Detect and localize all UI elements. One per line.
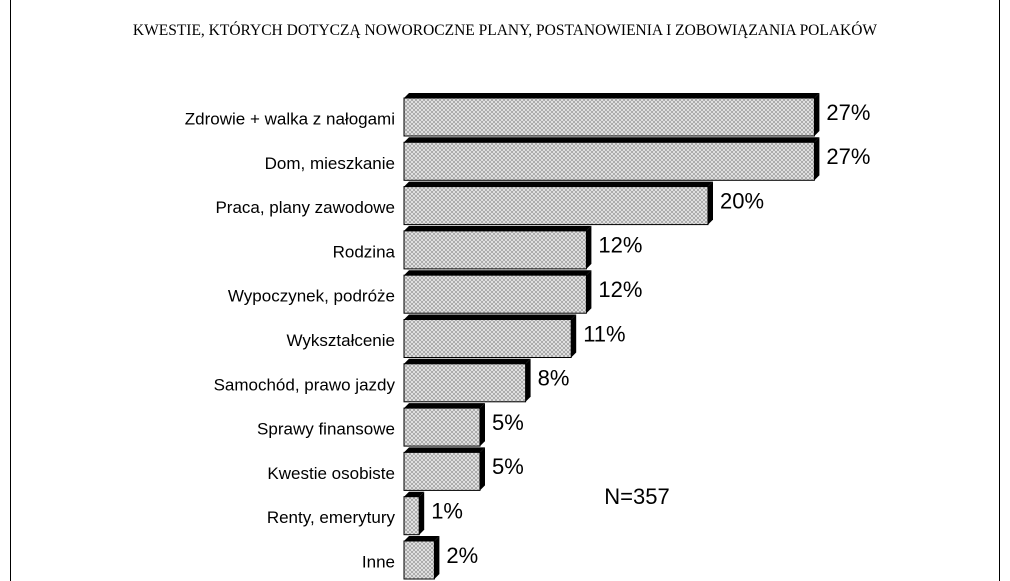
bar [403,451,481,491]
bar-top [404,491,425,497]
bar-top [404,181,713,187]
category-label: Rodzina [333,242,396,261]
bar [403,186,709,226]
bar [403,274,587,314]
bar [403,230,587,270]
value-label: 27% [826,144,870,169]
bar-top [404,536,440,541]
category-label: Dom, mieszkanie [265,154,395,173]
bar-side [586,225,592,269]
bar-top [404,403,485,409]
bar [403,141,815,181]
value-label: 12% [598,233,642,258]
value-label: 27% [826,100,870,125]
bar [403,540,435,580]
bar-side [586,270,592,314]
bar-side [814,93,820,136]
category-label: Sprawy finansowe [257,420,395,439]
chart-title: KWESTIE, KTÓRYCH DOTYCZĄ NOWOROCZNE PLAN… [132,22,878,39]
bar-top [404,314,577,320]
annotation: N=357 [604,484,669,509]
bar-side [708,181,713,225]
bar [403,97,815,137]
bar [403,363,527,403]
bar-side [480,403,485,447]
bar-side [434,536,440,579]
value-label: 20% [720,188,764,213]
bar-side [571,314,577,358]
bar-top [404,270,592,276]
value-label: 11% [583,321,625,346]
bar-top [404,93,820,98]
category-label: Wykształcenie [287,331,396,350]
value-label: 12% [598,277,642,302]
value-label: 5% [492,454,524,479]
value-label: 8% [538,366,570,391]
bar-top [404,358,531,364]
bar-side [814,137,820,181]
value-label: 2% [446,543,478,568]
bar-side [480,447,485,491]
category-label: Zdrowie + walka z nałogami [185,109,395,128]
category-label: Praca, plany zawodowe [215,198,395,217]
bar-top [404,225,592,231]
bar-side [419,491,425,535]
bar-side [525,358,531,402]
value-label: 5% [492,410,524,435]
bar [403,319,572,358]
bar-top [404,137,820,143]
category-label: Samochód, prawo jazdy [214,375,396,394]
bar [403,496,420,536]
category-label: Wypoczynek, podróże [228,287,395,306]
category-label: Kwestie osobiste [267,464,395,483]
category-label: Inne [362,552,395,571]
bar [403,407,481,447]
category-label: Renty, emerytury [267,508,396,527]
bar-top [404,447,485,453]
value-label: 1% [431,499,463,524]
